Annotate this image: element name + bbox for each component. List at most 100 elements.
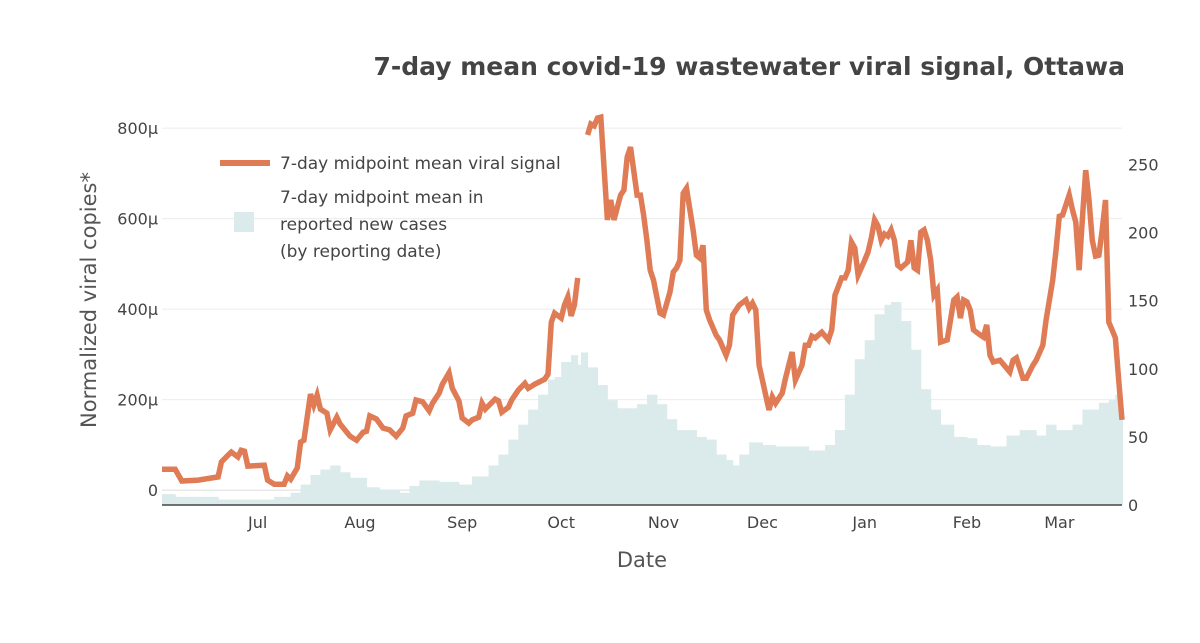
case-bar (587, 367, 598, 505)
x-axis-title: Date (617, 548, 667, 572)
case-bar (749, 442, 763, 505)
case-bar (1056, 430, 1074, 505)
x-tick-label: Nov (648, 513, 679, 532)
case-bar (340, 472, 351, 505)
chart-title: 7-day mean covid-19 wastewater viral sig… (373, 52, 1125, 81)
case-bar (379, 490, 401, 505)
case-bar (547, 379, 556, 505)
y-tick-label: 600μ (117, 210, 158, 229)
case-bar (874, 314, 885, 505)
x-tick-label: Mar (1044, 513, 1075, 532)
case-bar (472, 476, 490, 505)
case-bar (825, 445, 836, 505)
case-bar (1072, 424, 1083, 505)
case-bar (930, 409, 942, 505)
case-bar (218, 499, 249, 505)
case-bar (607, 400, 618, 505)
case-bar (910, 349, 922, 505)
x-tick-label: Aug (344, 513, 375, 532)
y-tick-label: 800μ (117, 119, 158, 138)
viral-signal-segment (162, 277, 581, 487)
case-bar (508, 439, 519, 505)
case-bar (561, 361, 572, 505)
y2-tick-labels: 0 50 100 150 200 250 (1128, 155, 1159, 515)
case-bar (518, 424, 529, 505)
legend-label-cases-3: (by reporting date) (280, 242, 441, 262)
case-bar (580, 352, 589, 505)
x-tick-label: Feb (953, 513, 981, 532)
case-bar (350, 477, 368, 505)
case-bar (554, 376, 562, 505)
legend-bar-swatch (234, 212, 254, 232)
case-bar (966, 438, 978, 505)
case-bar (656, 404, 668, 505)
case-bar (1098, 402, 1110, 505)
case-bar (498, 454, 509, 505)
case-bar (762, 445, 777, 505)
case-bar (300, 484, 311, 505)
x-tick-label: Oct (547, 513, 575, 532)
case-bar (864, 340, 876, 505)
case-bar (1115, 394, 1123, 505)
legend[interactable]: 7-day midpoint mean viral signal 7-day m… (220, 154, 561, 262)
case-bar (1108, 400, 1116, 505)
viral-signal-line (162, 113, 1125, 487)
y-tick-label: 400μ (117, 300, 158, 319)
x-tick-label: Sep (447, 513, 477, 532)
case-bar (409, 485, 420, 505)
case-bar (617, 408, 628, 505)
y-tick-label: 200μ (117, 391, 158, 410)
case-bar (247, 499, 275, 505)
x-tick-labels: Jul Aug Sep Oct Nov Dec Jan Feb Mar (247, 513, 1075, 532)
y2-tick-label: 250 (1128, 155, 1159, 174)
case-bar (175, 496, 199, 505)
y2-tick-label: 0 (1128, 496, 1138, 515)
case-bar (528, 409, 539, 505)
case-bar (366, 487, 381, 505)
x-tick-label: Jul (247, 513, 267, 532)
case-bar (399, 492, 410, 505)
y2-tick-label: 50 (1128, 428, 1148, 447)
case-bar (726, 460, 734, 505)
case-bar (458, 484, 473, 505)
case-bar (900, 321, 912, 505)
case-bar (1082, 409, 1100, 505)
case-bar (627, 408, 638, 505)
case-bar (419, 480, 440, 505)
case-bar (990, 446, 1008, 505)
legend-label-viral-signal: 7-day midpoint mean viral signal (280, 154, 561, 174)
case-bar (330, 465, 341, 505)
case-bar (854, 359, 866, 505)
case-bar (1006, 435, 1021, 505)
case-bar (162, 494, 176, 505)
case-bar (274, 496, 292, 505)
case-bar (646, 394, 658, 505)
case-bar (310, 475, 321, 505)
case-bar (920, 389, 932, 505)
case-bar (1036, 435, 1047, 505)
case-bar (884, 304, 892, 505)
case-bar (976, 445, 991, 505)
case-bar (676, 430, 688, 505)
case-bar (732, 465, 740, 505)
y2-tick-label: 150 (1128, 292, 1159, 311)
case-bar (320, 469, 331, 505)
case-bar (795, 446, 810, 505)
legend-label-cases-1: 7-day midpoint mean in (280, 188, 484, 208)
case-bar (1122, 394, 1123, 505)
legend-label-cases-2: reported new cases (280, 215, 447, 235)
x-tick-label: Jan (851, 513, 877, 532)
y-tick-label: 0 (148, 481, 158, 500)
case-bar (844, 394, 856, 505)
case-bar (1019, 430, 1037, 505)
case-bar (637, 404, 648, 505)
case-bar (891, 302, 902, 505)
case-bar (290, 492, 302, 505)
viral-signal-segment (584, 113, 1125, 421)
x-tick-label: Dec (747, 513, 778, 532)
case-bars (162, 302, 1123, 505)
case-bar (696, 436, 707, 505)
case-bar (666, 419, 678, 505)
case-bar (716, 454, 727, 505)
